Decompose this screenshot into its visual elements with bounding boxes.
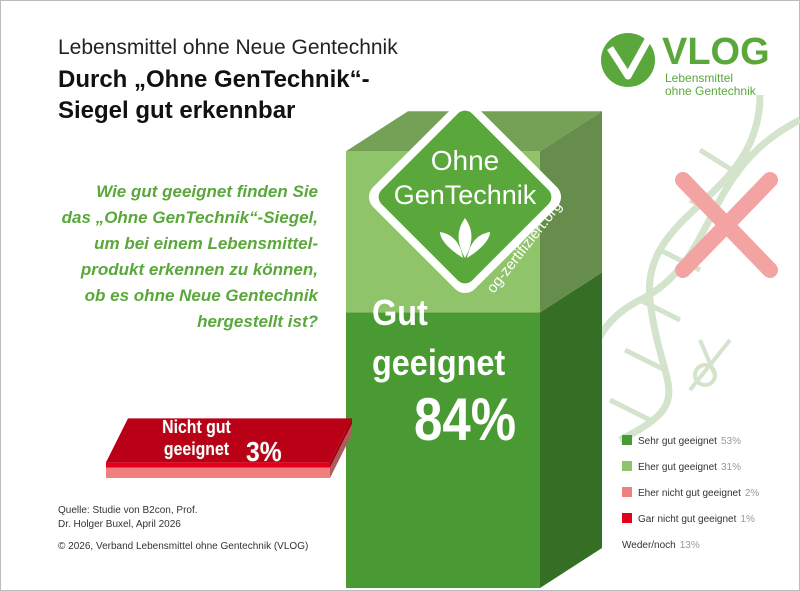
bar-segment — [106, 467, 330, 478]
category-label: Nicht gut geeignet — [162, 417, 231, 459]
legend-swatch — [622, 435, 632, 445]
seal-text: GenTechnik — [394, 180, 537, 210]
copyright: © 2026, Verband Lebensmittel ohne Gentec… — [58, 541, 308, 552]
legend-swatch — [622, 513, 632, 523]
question-line: produkt erkennen zu können, — [80, 260, 318, 279]
logo: VLOG Lebensmittel ohne Gentechnik — [601, 31, 770, 98]
legend-swatch — [622, 461, 632, 471]
title: Siegel gut erkennbar — [58, 97, 295, 124]
legend: Sehr gut geeignet 53% Eher gut geeignet 31%… — [622, 435, 759, 551]
bar-segment — [346, 312, 540, 588]
seal-leaves — [440, 218, 490, 258]
question-line: Wie gut geeignet finden Sie — [96, 182, 318, 201]
bar-side — [540, 272, 602, 588]
title: Durch „Ohne GenTechnik“- — [58, 66, 370, 93]
question: Wie gut geeignet finden Sie das „Ohne Gen… — [62, 182, 320, 331]
legend-label: Sehr gut geeignet — [638, 436, 717, 447]
legend-value: 2% — [745, 488, 760, 499]
legend-value: 13% — [680, 540, 700, 551]
source: Quelle: Studie von B2con, Prof. — [58, 505, 198, 516]
source: Dr. Holger Buxel, April 2026 — [58, 519, 181, 530]
subtitle: Lebensmittel ohne Neue Gentechnik — [58, 36, 398, 59]
legend-swatch — [622, 487, 632, 497]
cross-icon — [675, 172, 778, 278]
legend-label: Weder/noch — [622, 540, 676, 551]
logo-text: VLOG — [662, 31, 770, 73]
seal-text: Ohne — [431, 145, 500, 176]
legend-label: Eher gut geeignet — [638, 462, 717, 473]
total-label: 84% — [414, 386, 517, 453]
logo-tagline: Lebensmittel — [665, 71, 733, 85]
question-line: um bei einem Lebensmittel- — [94, 234, 318, 253]
question-line: das „Ohne GenTechnik“-Siegel, — [62, 208, 318, 227]
bar-side — [330, 418, 352, 468]
legend-label: Eher nicht gut geeignet — [638, 488, 741, 499]
bar-side — [330, 423, 352, 478]
question-line: ob es ohne Neue Gentechnik — [85, 286, 320, 305]
legend-value: 53% — [721, 436, 741, 447]
legend-label: Gar nicht gut geeignet — [638, 514, 737, 525]
category-label: Gut geeignet — [372, 292, 506, 383]
bar-top — [106, 418, 352, 463]
question-line: hergestellt ist? — [197, 312, 319, 331]
bars — [106, 111, 602, 588]
legend-value: 1% — [740, 514, 755, 525]
legend-value: 31% — [721, 462, 741, 473]
logo-tagline: ohne Gentechnik — [665, 84, 757, 98]
seal — [368, 100, 562, 294]
total-label: 3% — [246, 436, 282, 467]
bar-side — [540, 111, 602, 313]
bar-segment — [106, 462, 330, 468]
